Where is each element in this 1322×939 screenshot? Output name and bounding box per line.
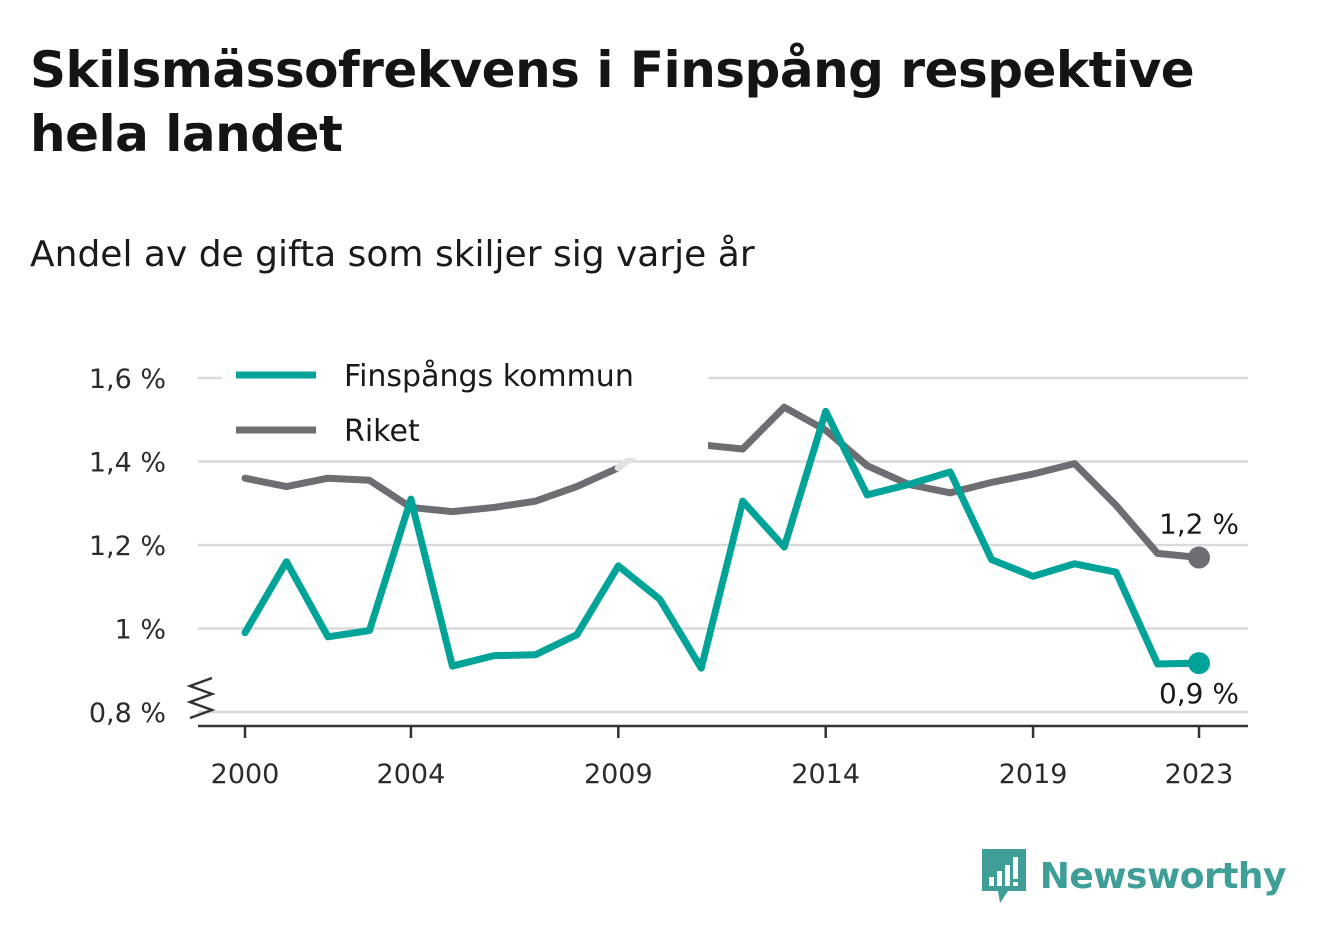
y-tick-label: 1,4 % xyxy=(89,448,166,479)
x-axis: 2000 2004 2009 2014 2019 2023 xyxy=(198,724,1248,790)
series-line-riket xyxy=(241,464,622,516)
legend-background xyxy=(222,348,708,458)
x-tick-label: 2000 xyxy=(211,759,280,790)
y-tick-label: 1,2 % xyxy=(89,531,166,562)
x-tick-label: 2023 xyxy=(1165,759,1234,790)
y-tick-label: 0,8 % xyxy=(89,698,166,729)
legend-item-finspang-label: Finspångs kommun xyxy=(344,359,634,394)
x-tick-label: 2014 xyxy=(791,759,860,790)
end-point-finspang xyxy=(1188,652,1210,675)
legend: Finspångs kommun Riket xyxy=(222,348,708,458)
brand-name: Newsworthy xyxy=(1039,855,1287,897)
series-line-finspang xyxy=(241,407,1203,672)
y-tick-label: 1,6 % xyxy=(89,364,166,395)
y-tick-label: 1 % xyxy=(115,615,166,646)
y-axis: 0,8 % 1 % 1,2 % 1,4 % 1,6 % xyxy=(89,364,216,729)
series-line-riket xyxy=(697,403,1203,562)
x-tick-label: 2009 xyxy=(584,759,653,790)
chart-subtitle: Andel av de gifta som skiljer sig varje … xyxy=(30,234,755,275)
end-label-riket: 1,2 % xyxy=(1159,508,1239,541)
x-tick-label: 2019 xyxy=(999,759,1068,790)
x-tick-label: 2004 xyxy=(377,759,446,790)
end-label-finspang: 0,9 % xyxy=(1159,677,1239,710)
legend-item-riket-label: Riket xyxy=(344,414,420,449)
bar-chart-icon xyxy=(981,849,1026,903)
axis-break-icon xyxy=(186,676,216,720)
brand-logo: Newsworthy xyxy=(980,847,1287,905)
chart-title: Skilsmässofrekvens i Finspång respektive… xyxy=(30,41,1195,163)
end-labels: 1,2 % 0,9 % xyxy=(1159,508,1239,711)
end-point-riket xyxy=(1188,546,1210,569)
